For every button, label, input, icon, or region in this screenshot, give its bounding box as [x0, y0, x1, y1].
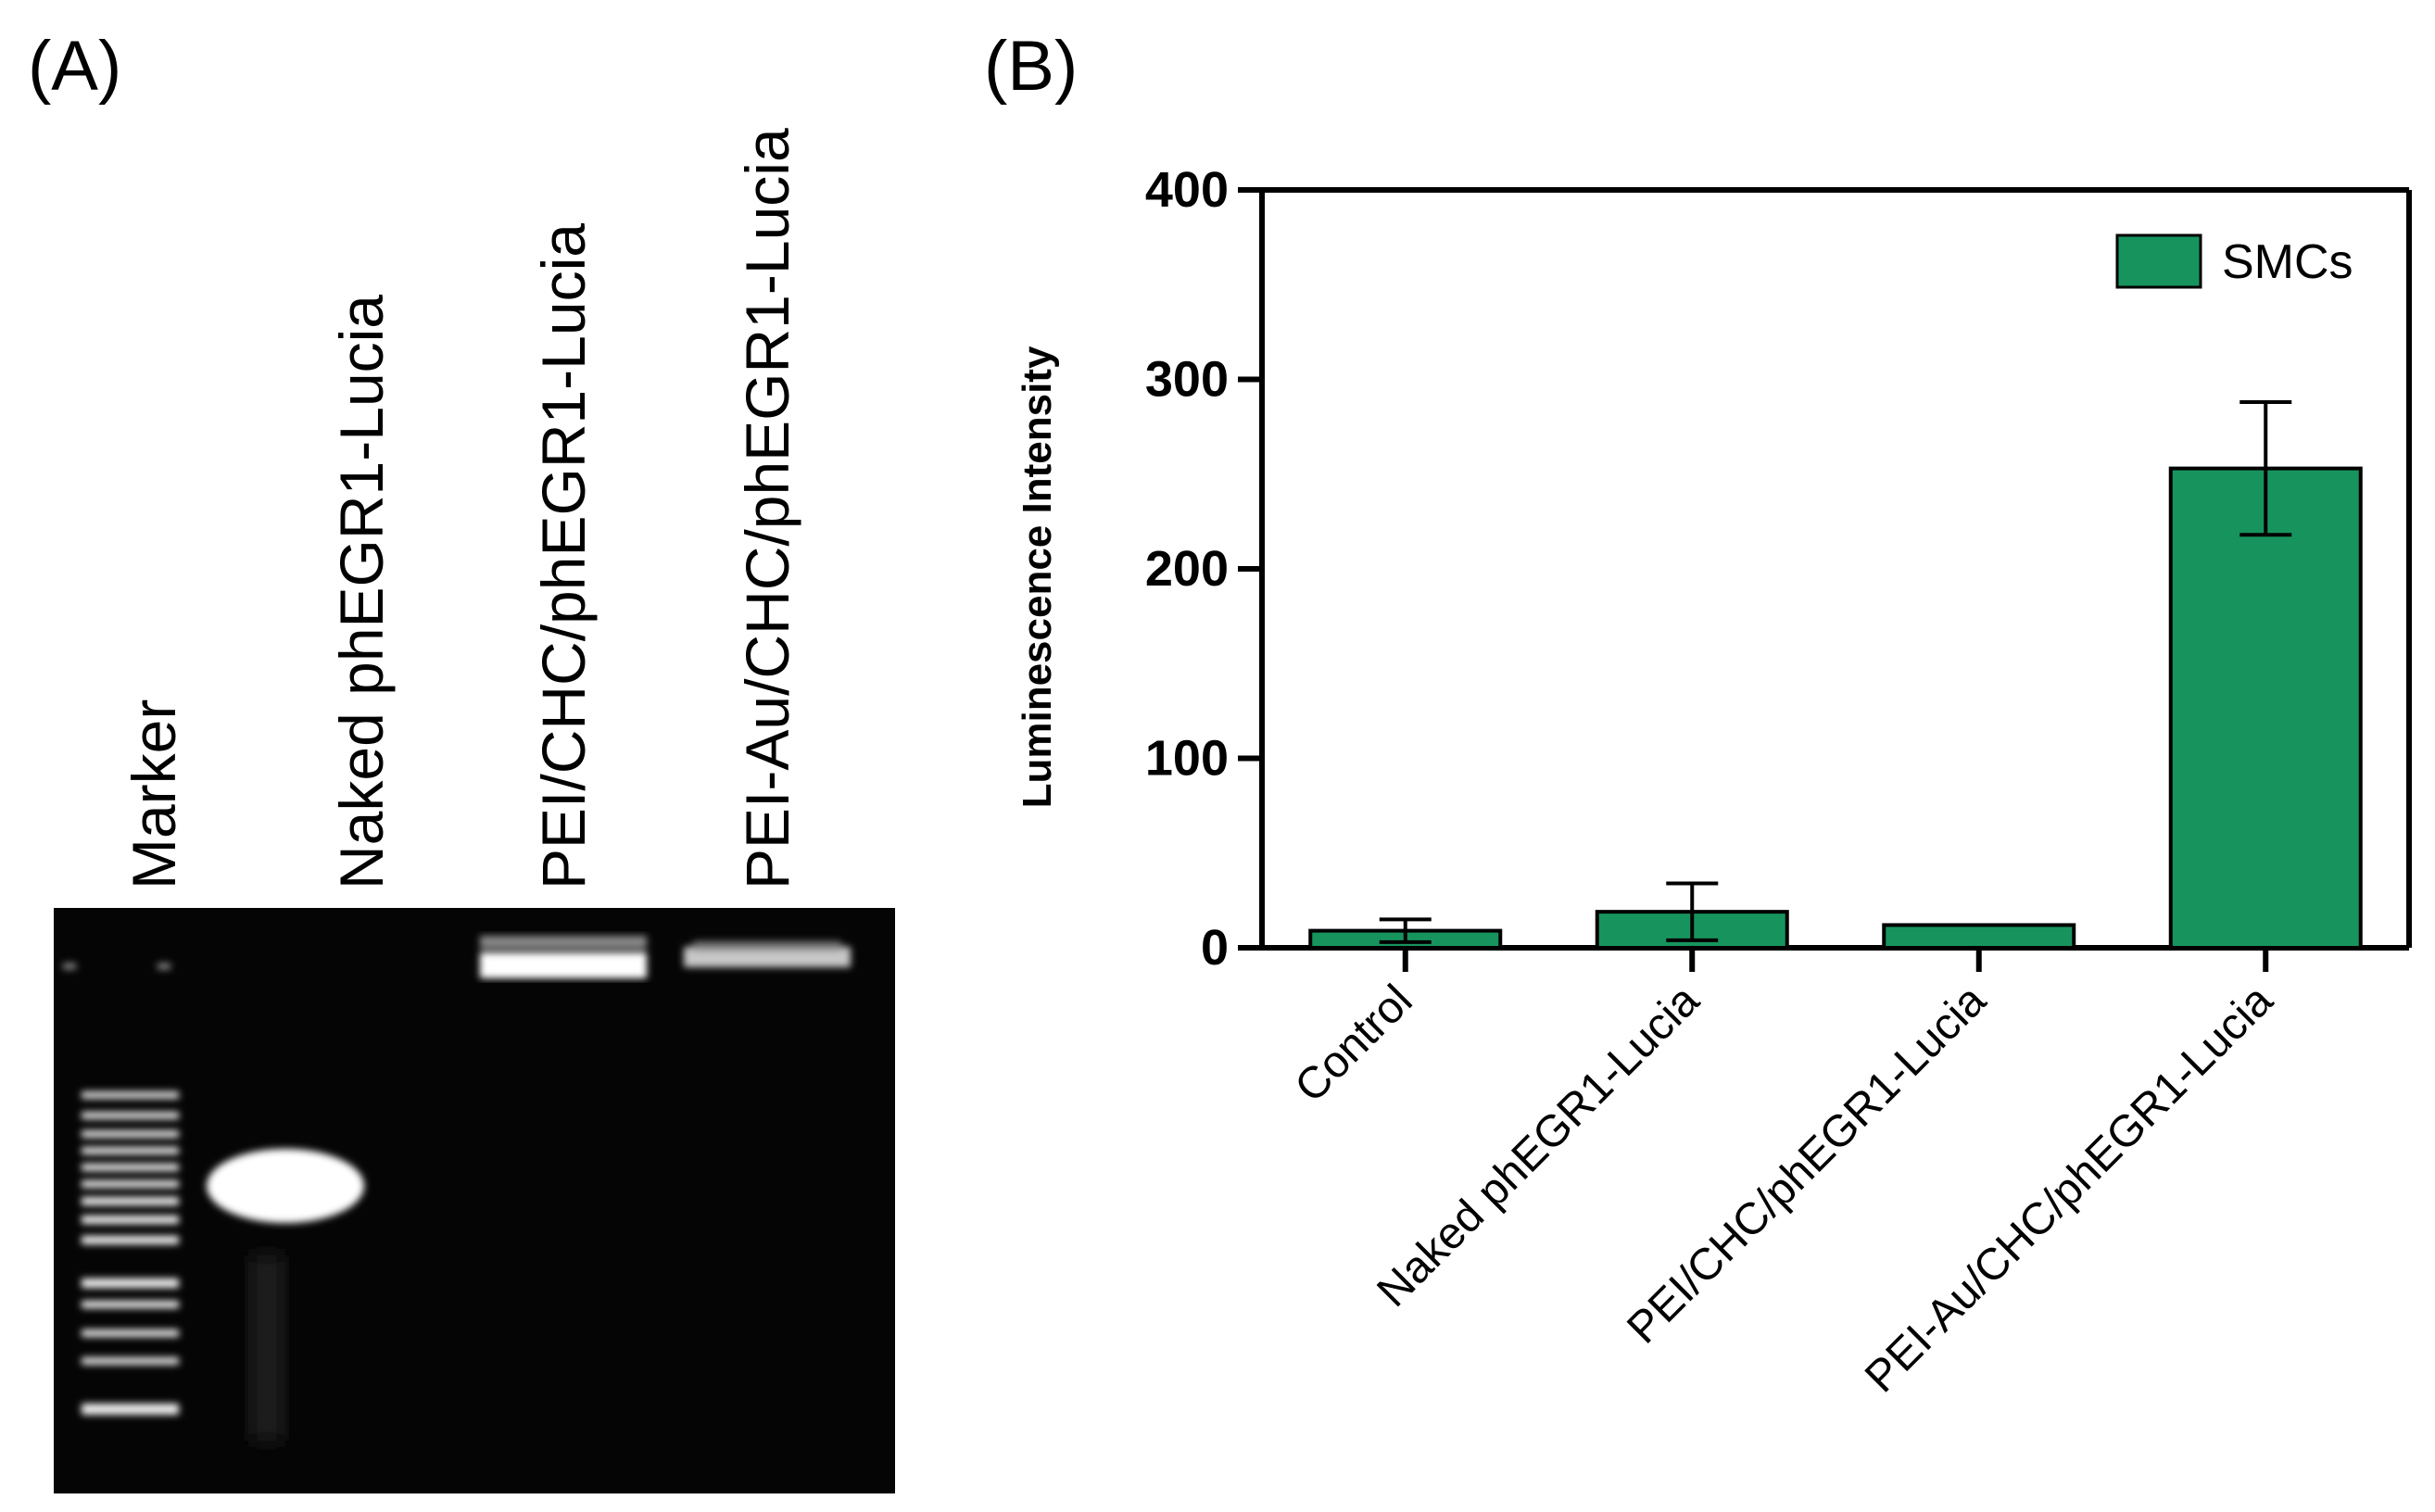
y-tick-label: 300 — [1145, 352, 1229, 408]
y-tick-label: 0 — [1201, 920, 1229, 976]
x-category-label: Naked phEGR1-Lucia — [1368, 976, 1709, 1317]
legend-label: SMCs — [2222, 235, 2353, 289]
panel-a-label: (A) — [28, 27, 122, 106]
bar — [1882, 923, 2076, 951]
y-tick-label: 100 — [1145, 731, 1229, 787]
gel-svg — [54, 908, 895, 1493]
bar — [2168, 466, 2363, 950]
panel-b-label: (B) — [984, 27, 1079, 106]
lane-label-pei-au-chc: PEI-Au/CHC/phEGR1-Lucia — [733, 128, 801, 889]
y-tick-label: 200 — [1145, 541, 1229, 597]
y-axis-label: Luminescence Intensity — [1019, 346, 1060, 808]
y-tick-label: 400 — [1145, 162, 1229, 218]
lane-label-marker: Marker — [120, 699, 188, 889]
x-category-label: Control — [1286, 976, 1422, 1112]
lane-label-naked: Naked phEGR1-Lucia — [327, 294, 396, 889]
lane-label-pei-chc: PEI/CHC/phEGR1-Lucia — [529, 223, 598, 889]
chart-ticks: 0 100 200 300 400 — [1145, 162, 2269, 976]
legend-swatch — [2115, 233, 2202, 289]
naked-band — [207, 1149, 364, 1441]
marker-ladder — [82, 1091, 179, 1415]
gel-image — [54, 908, 895, 1493]
well-bands — [63, 936, 851, 978]
chart-error-bars — [1379, 400, 2292, 944]
chart-bars — [1308, 466, 2363, 951]
legend: SMCs — [2115, 233, 2353, 289]
